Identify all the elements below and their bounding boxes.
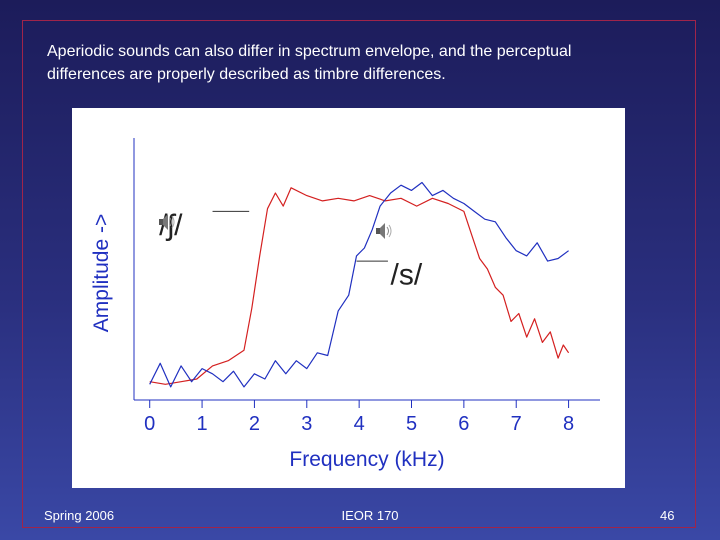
x-tick-label: 0 — [144, 413, 155, 435]
chart-panel: 0 1 2 3 4 5 6 7 8 Frequency (kHz) Amplitude -> /ʃ/… — [72, 108, 625, 488]
x-tick-label: 1 — [197, 413, 208, 435]
y-axis-title: Amplitude -> — [90, 214, 113, 332]
x-tick-label: 8 — [563, 413, 574, 435]
slide-frame — [22, 20, 696, 528]
spectrum-chart: 0 1 2 3 4 5 6 7 8 Frequency (kHz) Amplitude -> /ʃ/… — [90, 138, 600, 471]
x-tick-label: 4 — [354, 413, 365, 435]
heading-line-2: differences are properly described as ti… — [47, 66, 446, 83]
x-axis-title: Frequency (kHz) — [289, 448, 444, 471]
annotation-label-s: /s/ — [391, 259, 423, 292]
footer-date: Spring 2006 — [44, 508, 115, 523]
heading-line-1: Aperiodic sounds can also differ in spec… — [47, 43, 572, 60]
x-tick-label: 3 — [301, 413, 312, 435]
x-tick-label: 6 — [458, 413, 469, 435]
x-tick-label: 7 — [511, 413, 522, 435]
annotation-label-sh: /ʃ/ — [159, 209, 183, 242]
slide-heading: Aperiodic sounds can also differ in spec… — [47, 40, 687, 86]
x-tick-label: 5 — [406, 413, 417, 435]
x-tick-label: 2 — [249, 413, 260, 435]
speaker-icon-s[interactable] — [375, 221, 393, 241]
speaker-icon-sh[interactable] — [158, 212, 176, 232]
series-line-sh — [149, 187, 570, 385]
footer-course: IEOR 170 — [341, 508, 399, 523]
series-line-s — [149, 181, 569, 388]
footer-page-number: 46 — [660, 508, 675, 523]
